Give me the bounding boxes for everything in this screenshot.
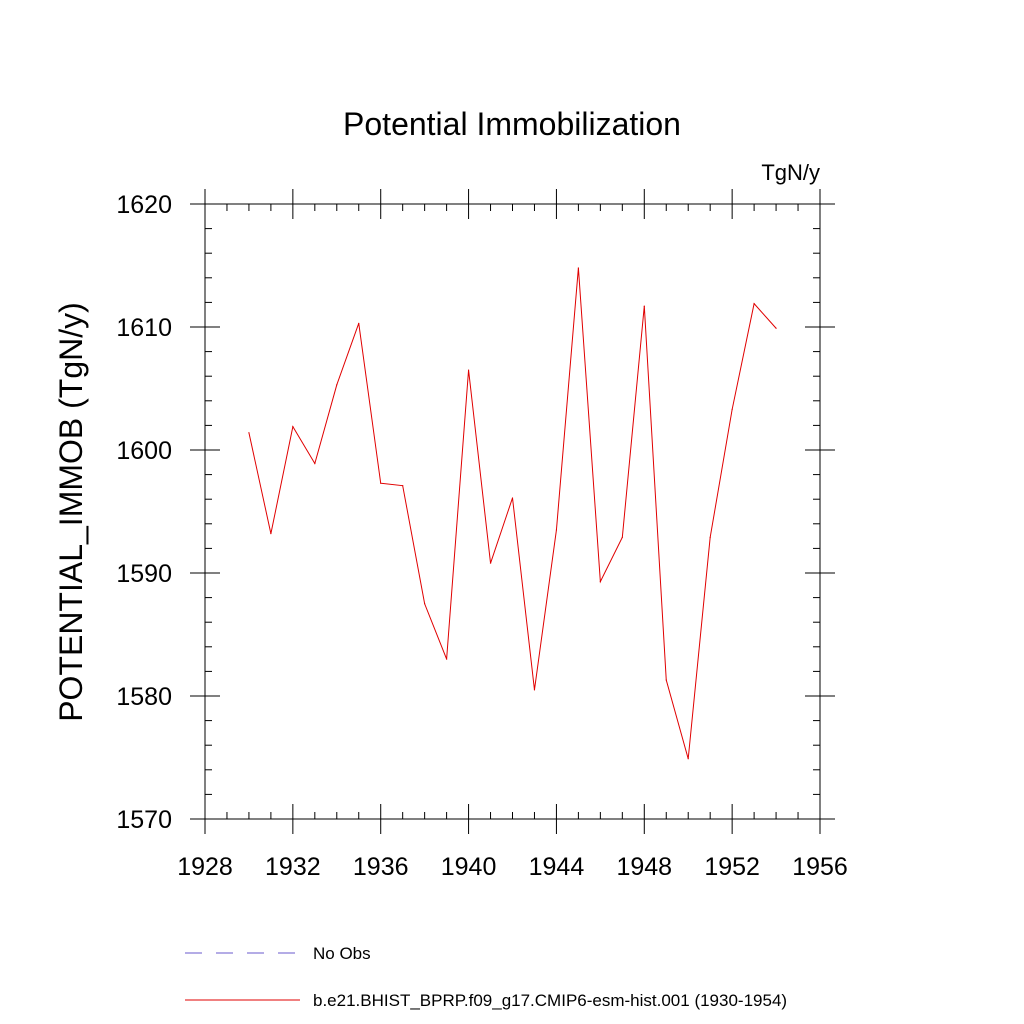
data-point	[753, 303, 755, 305]
x-tick-label: 1928	[177, 853, 233, 881]
series-layer	[248, 267, 777, 760]
data-point	[248, 432, 250, 434]
data-point	[314, 462, 316, 465]
legend: No Obs b.e21.BHIST_BPRP.f09_g17.CMIP6-esm…	[185, 944, 787, 1010]
data-point	[665, 679, 667, 681]
x-tick-label: 1952	[704, 853, 760, 881]
legend-label: b.e21.BHIST_BPRP.f09_g17.CMIP6-esm-hist.…	[313, 991, 787, 1010]
axes: 1928 1932 1936 1940 1944 1948 1952 1956 1570 1580…	[116, 189, 848, 881]
legend-label: No Obs	[313, 944, 371, 963]
y-axis-label: POTENTIAL_IMMOB (TgN/y)	[53, 302, 89, 722]
series-line	[248, 267, 777, 759]
x-tick-label: 1948	[616, 853, 672, 881]
data-point	[424, 603, 426, 605]
data-point	[446, 658, 448, 660]
x-tick-label: 1956	[792, 853, 848, 881]
y-tick-label: 1620	[116, 191, 172, 219]
data-point	[709, 536, 711, 538]
data-point	[621, 536, 623, 538]
data-point	[402, 485, 404, 487]
data-point	[511, 497, 514, 499]
data-point	[467, 369, 470, 371]
y-tick-label: 1580	[116, 683, 172, 711]
x-tick-label: 1940	[441, 853, 497, 881]
data-point	[577, 267, 579, 269]
x-tick-label: 1936	[353, 853, 409, 881]
data-point	[358, 322, 360, 324]
chart-title: Potential Immobilization	[343, 106, 681, 142]
data-point	[555, 529, 558, 531]
data-point	[336, 384, 338, 386]
data-point	[643, 305, 645, 307]
x-tick-label: 1944	[529, 853, 585, 881]
x-tick-label: 1932	[265, 853, 321, 881]
data-point	[599, 581, 601, 583]
data-point	[775, 327, 777, 329]
plot-frame	[204, 203, 821, 820]
y-tick-label: 1600	[116, 437, 172, 465]
data-point	[380, 482, 382, 484]
data-point	[489, 562, 492, 564]
data-point	[533, 689, 536, 691]
y-tick-label: 1590	[116, 560, 172, 588]
data-point	[292, 426, 294, 428]
y-tick-label: 1570	[116, 806, 172, 834]
units-label: TgN/y	[761, 160, 820, 185]
y-tick-label: 1610	[116, 314, 172, 342]
data-point	[270, 533, 272, 535]
data-point	[687, 758, 689, 760]
data-point	[731, 408, 733, 411]
